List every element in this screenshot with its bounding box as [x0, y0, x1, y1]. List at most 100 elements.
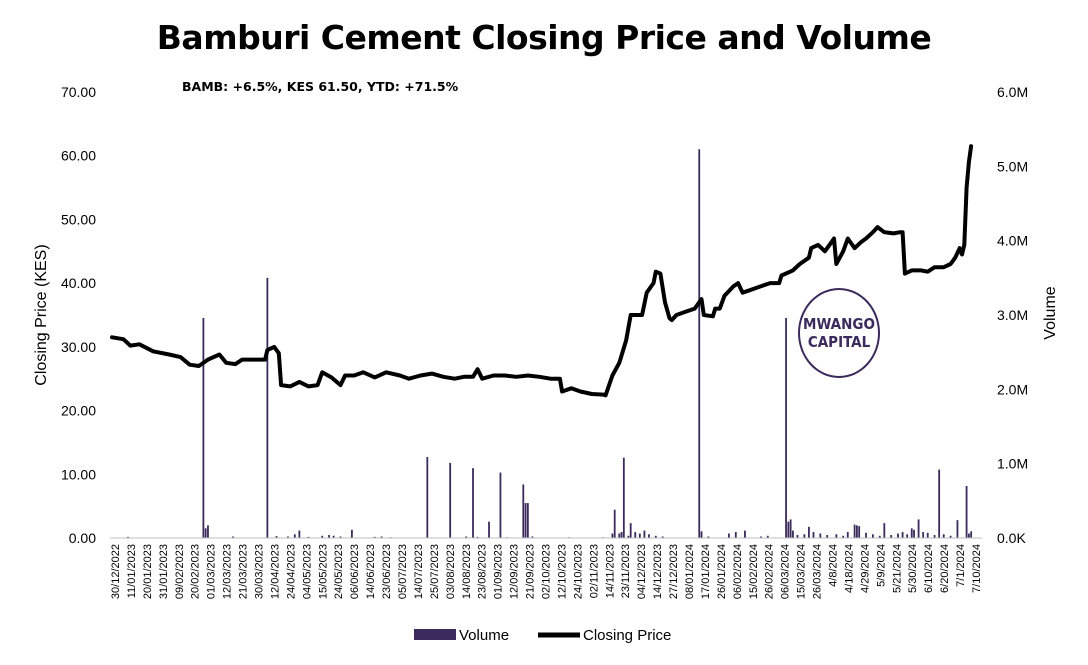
right-tick-label: 3.0M	[997, 307, 1028, 323]
x-tick-label: 03/08/2023	[445, 544, 457, 599]
volume-bar	[698, 149, 701, 538]
x-tick-label: 02/10/2023	[541, 544, 553, 599]
x-tick-label: 20/02/2023	[190, 544, 202, 599]
x-tick-label: 08/01/2024	[684, 544, 696, 599]
x-tick-label: 6/10/2024	[923, 544, 935, 593]
volume-bar	[846, 532, 849, 538]
volume-bar	[307, 536, 310, 538]
volume-bar	[634, 532, 637, 538]
volume-bar	[842, 535, 845, 538]
x-tick-label: 15/02/2024	[748, 544, 760, 599]
x-tick-label: 12/03/2023	[222, 544, 234, 599]
volume-bar	[629, 523, 632, 538]
x-tick-label: 24/05/2023	[333, 544, 345, 599]
volume-bar	[707, 536, 710, 538]
volume-bar	[785, 317, 787, 538]
volume-bar	[901, 532, 904, 538]
right-tick-label: 5.0M	[997, 158, 1028, 174]
x-tick-label: 23/11/2023	[620, 544, 632, 598]
x-tick-label: 01/03/2023	[206, 544, 218, 599]
volume-bar	[858, 526, 861, 538]
volume-bar	[853, 524, 856, 538]
x-tick-label: 30/03/2023	[254, 544, 266, 599]
volume-bar	[967, 533, 970, 538]
volume-bar	[661, 536, 664, 538]
volume-bar	[293, 534, 296, 538]
logo-line-2: CAPITAL	[807, 333, 871, 351]
chart-annotation: BAMB: +6.5%, KES 61.50, YTD: +71.5%	[182, 79, 459, 94]
chart-title: Bamburi Cement Closing Price and Volume	[156, 18, 932, 57]
left-axis-ticks: 0.00 10.00 20.00 30.00 40.00 50.00 60.00 70.00	[61, 84, 96, 546]
volume-bar	[949, 535, 952, 538]
volume-bar	[488, 521, 490, 538]
volume-bar	[232, 536, 235, 538]
right-axis-label: Volume	[1042, 286, 1059, 339]
volume-bar	[808, 526, 810, 538]
x-tick-label: 17/01/2024	[700, 544, 712, 599]
volume-bar	[855, 525, 858, 538]
volume-bar	[266, 277, 269, 538]
x-tick-label: 24/10/2023	[572, 544, 584, 599]
volume-bar	[826, 535, 829, 538]
volume-bar	[449, 462, 452, 538]
volume-bar	[472, 468, 474, 538]
x-tick-label: 14/07/2023	[413, 544, 425, 599]
x-tick-label: 4/18/2024	[843, 544, 855, 593]
volume-bar	[796, 535, 799, 538]
volume-bar	[970, 531, 973, 538]
x-tick-label: 12/10/2023	[556, 544, 568, 599]
volume-bar	[622, 457, 625, 538]
volume-bar	[819, 533, 822, 538]
x-tick-label: 21/09/2023	[525, 544, 537, 599]
legend-volume-label: Volume	[459, 627, 509, 644]
volume-bar	[207, 525, 209, 538]
volume-bar	[531, 536, 534, 538]
volume-bar	[744, 530, 746, 538]
x-tick-label: 26/01/2024	[716, 544, 728, 599]
volume-bar	[890, 535, 893, 538]
x-tick-label: 7/10/2024	[971, 544, 983, 593]
x-tick-label: 06/06/2023	[349, 544, 361, 599]
right-tick-label: 4.0M	[997, 233, 1028, 249]
volume-bar	[917, 519, 920, 538]
x-tick-label: 7/1/2024	[955, 544, 967, 587]
volume-bar	[620, 532, 623, 538]
left-tick-label: 50.00	[61, 211, 96, 227]
x-tick-label: 25/07/2023	[429, 544, 441, 599]
volume-bar	[913, 529, 915, 538]
left-tick-label: 30.00	[61, 339, 96, 355]
volume-bar	[643, 530, 646, 538]
volume-bar	[926, 532, 929, 538]
volume-bar	[465, 536, 468, 538]
legend-volume-swatch	[414, 629, 456, 640]
volume-bar	[700, 531, 703, 538]
x-tick-label: 21/03/2023	[238, 544, 250, 599]
x-tick-label: 02/11/2023	[588, 544, 600, 598]
volume-bar	[648, 534, 650, 538]
volume-bar	[613, 509, 616, 538]
volume-bar	[760, 536, 762, 538]
volume-bar	[897, 533, 899, 538]
right-tick-label: 0.0K	[997, 530, 1026, 546]
volume-bar	[275, 536, 278, 538]
legend: Volume Closing Price	[414, 627, 671, 644]
right-axis-ticks: 0.0K 1.0M 2.0M 3.0M 4.0M 5.0M 6.0M	[997, 84, 1028, 546]
volume-bar	[332, 535, 335, 538]
right-tick-label: 2.0M	[997, 381, 1028, 397]
x-tick-label: 4/29/2024	[859, 544, 871, 593]
legend-price-label: Closing Price	[583, 627, 671, 644]
volume-bar	[766, 535, 769, 538]
volume-bar	[883, 523, 886, 538]
left-tick-label: 20.00	[61, 403, 96, 419]
left-axis-label: Closing Price (KES)	[33, 244, 50, 385]
volume-bar	[321, 535, 324, 538]
right-tick-label: 1.0M	[997, 456, 1028, 472]
x-tick-label: 26/02/2024	[764, 544, 776, 599]
x-tick-label: 15/03/2024	[796, 544, 808, 599]
x-tick-label: 09/02/2023	[174, 544, 186, 599]
x-tick-label: 6/20/2024	[939, 544, 951, 593]
volume-bar	[202, 317, 205, 538]
volume-bar	[942, 534, 945, 538]
volume-bar	[499, 472, 502, 538]
volume-bar	[922, 532, 925, 538]
